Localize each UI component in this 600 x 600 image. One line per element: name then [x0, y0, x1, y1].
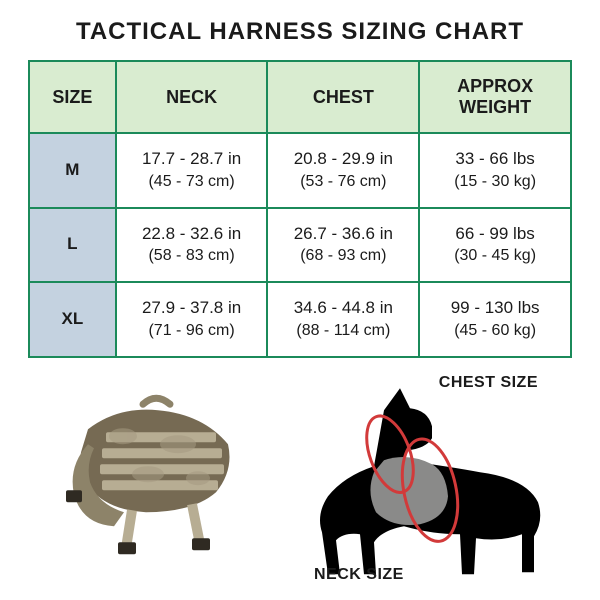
cell-chest-cm: (88 - 114 cm): [272, 320, 414, 342]
col-header-size: SIZE: [29, 61, 116, 133]
cell-neck-in: 27.9 - 37.8 in: [142, 298, 241, 317]
diagram-svg: [28, 368, 572, 590]
cell-weight-kg: (15 - 30 kg): [424, 171, 566, 193]
cell-weight-kg: (45 - 60 kg): [424, 320, 566, 342]
cell-size: L: [29, 208, 116, 283]
cell-weight: 66 - 99 lbs (30 - 45 kg): [419, 208, 571, 283]
table-row: XL 27.9 - 37.8 in (71 - 96 cm) 34.6 - 44…: [29, 282, 571, 357]
cell-chest: 34.6 - 44.8 in (88 - 114 cm): [267, 282, 419, 357]
cell-weight-lbs: 66 - 99 lbs: [455, 224, 534, 243]
cell-neck: 22.8 - 32.6 in (58 - 83 cm): [116, 208, 268, 283]
col-header-chest-label: CHEST: [313, 87, 374, 107]
cell-weight: 99 - 130 lbs (45 - 60 kg): [419, 282, 571, 357]
cell-chest-in: 20.8 - 29.9 in: [294, 149, 393, 168]
dog-silhouette: [320, 388, 540, 574]
cell-neck-in: 17.7 - 28.7 in: [142, 149, 241, 168]
sizing-diagram: CHEST SIZE NECK SIZE: [28, 368, 572, 590]
cell-weight-lbs: 99 - 130 lbs: [451, 298, 540, 317]
cell-weight-kg: (30 - 45 kg): [424, 245, 566, 267]
table-row: L 22.8 - 32.6 in (58 - 83 cm) 26.7 - 36.…: [29, 208, 571, 283]
sizing-table: SIZE NECK CHEST APPROX WEIGHT M 17.7 - 2…: [28, 60, 572, 358]
chest-size-label: CHEST SIZE: [439, 374, 538, 392]
cell-size: M: [29, 133, 116, 208]
col-header-size-label: SIZE: [52, 87, 92, 107]
col-header-neck: NECK: [116, 61, 268, 133]
col-header-weight-top: APPROX: [457, 76, 533, 96]
table-header-row: SIZE NECK CHEST APPROX WEIGHT: [29, 61, 571, 133]
col-header-weight-bottom: WEIGHT: [424, 97, 566, 118]
cell-weight-lbs: 33 - 66 lbs: [455, 149, 534, 168]
harness-illustration: [66, 398, 230, 554]
cell-chest-cm: (53 - 76 cm): [272, 171, 414, 193]
cell-chest: 26.7 - 36.6 in (68 - 93 cm): [267, 208, 419, 283]
cell-size: XL: [29, 282, 116, 357]
cell-chest: 20.8 - 29.9 in (53 - 76 cm): [267, 133, 419, 208]
cell-chest-cm: (68 - 93 cm): [272, 245, 414, 267]
cell-chest-in: 26.7 - 36.6 in: [294, 224, 393, 243]
cell-neck: 27.9 - 37.8 in (71 - 96 cm): [116, 282, 268, 357]
cell-neck-in: 22.8 - 32.6 in: [142, 224, 241, 243]
cell-chest-in: 34.6 - 44.8 in: [294, 298, 393, 317]
cell-neck-cm: (58 - 83 cm): [121, 245, 263, 267]
neck-size-label: NECK SIZE: [314, 566, 404, 584]
cell-neck-cm: (45 - 73 cm): [121, 171, 263, 193]
col-header-neck-label: NECK: [166, 87, 217, 107]
table-row: M 17.7 - 28.7 in (45 - 73 cm) 20.8 - 29.…: [29, 133, 571, 208]
cell-neck: 17.7 - 28.7 in (45 - 73 cm): [116, 133, 268, 208]
cell-weight: 33 - 66 lbs (15 - 30 kg): [419, 133, 571, 208]
page-title: TACTICAL HARNESS SIZING CHART: [28, 18, 572, 46]
col-header-weight: APPROX WEIGHT: [419, 61, 571, 133]
col-header-chest: CHEST: [267, 61, 419, 133]
cell-neck-cm: (71 - 96 cm): [121, 320, 263, 342]
